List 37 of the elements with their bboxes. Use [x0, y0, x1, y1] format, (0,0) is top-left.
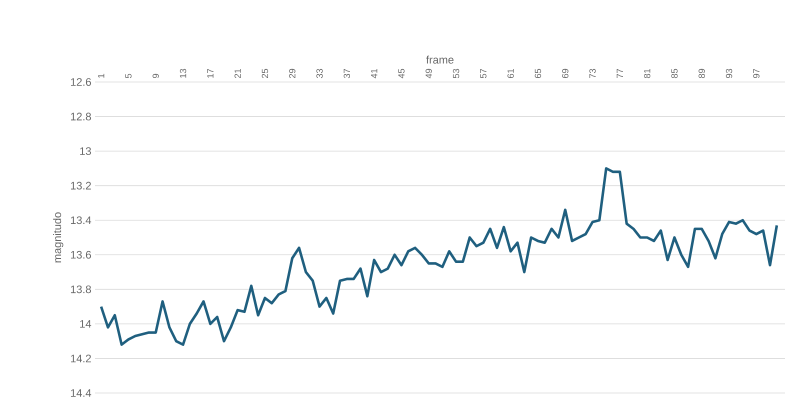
x-tick-label: 57 — [480, 68, 486, 78]
x-tick-label: 85 — [671, 68, 678, 78]
y-tick-label: 13.4 — [70, 216, 92, 224]
y-tick-label: 14 — [80, 320, 92, 328]
x-tick-label: 17 — [207, 68, 214, 78]
y-tick-label: 14.2 — [70, 354, 91, 362]
x-axis-title: frame — [426, 56, 454, 64]
x-tick-label: 37 — [344, 68, 350, 78]
x-tick-label: 9 — [152, 74, 159, 78]
x-tick-label: 33 — [316, 68, 323, 78]
x-tick-label: 81 — [644, 68, 650, 78]
x-tick-label: 93 — [726, 68, 732, 78]
x-tick-label: 45 — [398, 68, 405, 78]
x-tick-label: 41 — [371, 68, 378, 78]
x-tick-label: 21 — [234, 68, 241, 78]
x-tick-label: 53 — [452, 68, 460, 78]
x-tick-label: 29 — [289, 68, 296, 78]
x-tick-label: 25 — [262, 68, 268, 78]
x-tick-label: 5 — [125, 74, 132, 78]
y-tick-label: 13.8 — [70, 285, 91, 294]
x-tick-label: 73 — [589, 68, 596, 78]
x-tick-label: 97 — [753, 68, 760, 78]
y-tick-label: 14.4 — [70, 389, 92, 397]
y-tick-label: 12.8 — [70, 112, 91, 120]
x-tick-label: 77 — [616, 68, 623, 78]
y-axis-title: magnitudo — [53, 212, 64, 262]
x-tick-label: 1 — [98, 74, 104, 78]
x-tick-label: 69 — [562, 68, 568, 78]
x-tick-label: 61 — [507, 68, 514, 78]
x-tick-label: 89 — [698, 68, 705, 78]
x-tick-label: 13 — [180, 68, 186, 78]
y-tick-label: 13.2 — [70, 182, 91, 190]
x-tick-label: 49 — [426, 68, 432, 78]
y-tick-label: 12.6 — [70, 78, 91, 86]
y-tick-label: 13 — [80, 147, 91, 155]
y-tick-label: 13.6 — [70, 250, 91, 259]
x-tick-label: 65 — [534, 68, 542, 78]
